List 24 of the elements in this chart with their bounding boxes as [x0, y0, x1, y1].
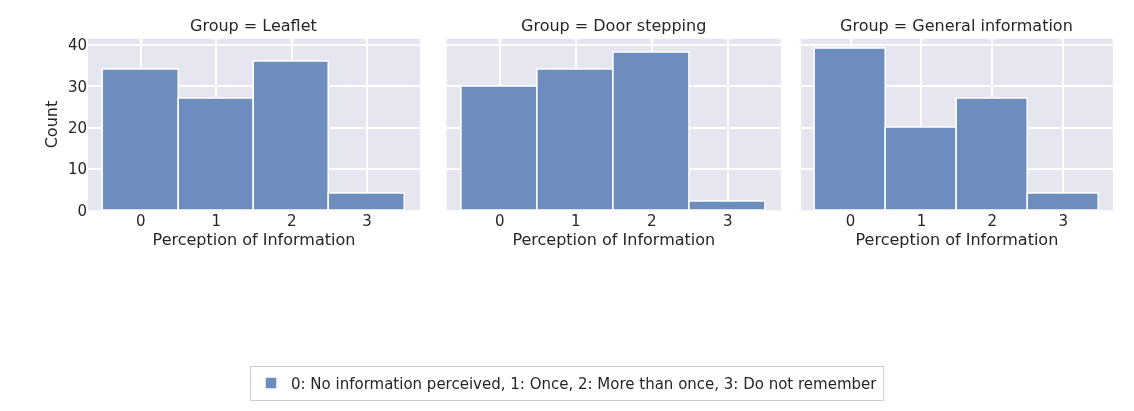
y-axis-title: Count: [41, 100, 61, 149]
y-tick-label: 10: [67, 160, 87, 179]
x-tick-label: 2: [286, 212, 297, 231]
x-tick-label: 3: [1058, 212, 1069, 231]
x-tick-label: 1: [211, 212, 222, 231]
x-tick-label: 1: [571, 212, 581, 231]
x-tick-label: 3: [362, 212, 372, 231]
x-tick-label: 0: [495, 212, 505, 231]
x-tick-label: 0: [136, 212, 146, 231]
x-tick-label: 3: [722, 212, 733, 231]
x-axis-title: Perception of Information: [855, 230, 1059, 250]
legend-label: 0: No information perceived, 1: Once, 2: More than once, 3: Do not remember: [291, 374, 878, 393]
x-axis-title: Perception of Information: [512, 230, 716, 250]
chart-title: Group = Leaflet: [190, 16, 317, 35]
x-tick-label: 2: [646, 212, 657, 231]
y-tick-label: 20: [67, 118, 87, 137]
chart-title: Group = General information: [840, 16, 1073, 35]
y-tick-label: 30: [67, 77, 87, 96]
chart-title: Group = Door stepping: [521, 16, 707, 35]
x-axis-title: Perception of Information: [152, 230, 356, 250]
x-tick-label: 2: [987, 212, 998, 231]
x-tick-label: 1: [916, 212, 927, 231]
y-tick-label: 40: [67, 36, 87, 55]
x-tick-label: 0: [845, 212, 856, 231]
